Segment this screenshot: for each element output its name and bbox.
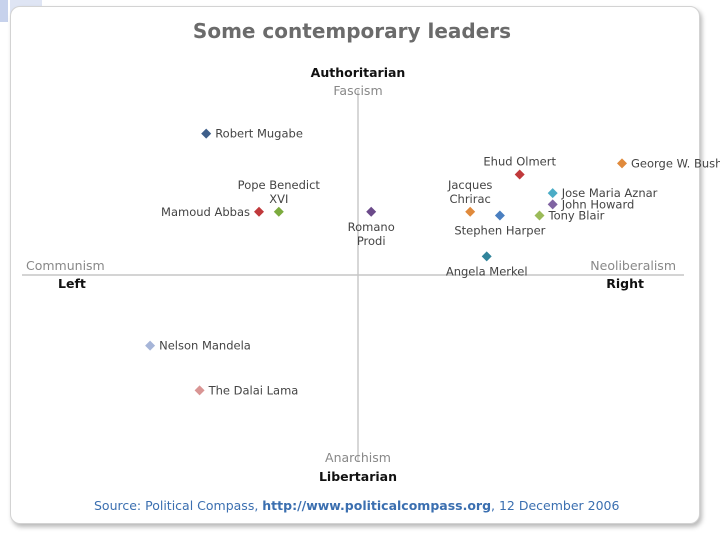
point-marker-robert-mugabe <box>201 128 212 139</box>
point-label-george-w-bush: George W. Bush <box>631 156 720 170</box>
axis-label-libertarian: Libertarian <box>319 469 397 484</box>
point-label-robert-mugabe: Robert Mugabe <box>215 127 303 141</box>
point-marker-the-dalai-lama <box>194 385 205 396</box>
point-label-mamoud-abbas: Mamoud Abbas <box>161 205 250 219</box>
point-label-nelson-mandela: Nelson Mandela <box>159 339 251 353</box>
point-marker-tony-blair <box>534 210 545 221</box>
point-marker-john-howard <box>547 199 558 210</box>
point-marker-nelson-mandela <box>145 340 156 351</box>
axis-label-fascism: Fascism <box>333 83 382 98</box>
point-label-romano-prodi: Romano Prodi <box>348 220 395 248</box>
point-label-jose-maria-aznar: Jose Maria Aznar <box>561 186 658 200</box>
chart-panel <box>10 6 700 524</box>
point-label-the-dalai-lama: The Dalai Lama <box>208 383 299 397</box>
source-suffix: , 12 December 2006 <box>491 498 619 513</box>
point-label-ehud-olmert: Ehud Olmert <box>483 155 556 169</box>
axis-label-communism: Communism <box>26 258 105 273</box>
point-marker-george-w-bush <box>617 158 627 169</box>
chart-title: Some contemporary leaders <box>193 19 511 43</box>
point-marker-stephen-harper <box>494 210 505 221</box>
point-label-angela-merkel: Angela Merkel <box>446 264 528 278</box>
point-marker-mamoud-abbas <box>254 206 264 217</box>
source-url[interactable]: http://www.politicalcompass.org <box>262 498 491 513</box>
point-marker-ehud-olmert <box>514 169 525 180</box>
axis-label-neoliberalism: Neoliberalism <box>590 258 676 273</box>
point-marker-pope-benedict-xvi <box>273 206 284 217</box>
source-prefix: Source: Political Compass, <box>94 498 262 513</box>
point-marker-jacques-chrirac <box>465 206 476 217</box>
axis-label-right: Right <box>606 276 644 291</box>
source-line: Source: Political Compass, http://www.po… <box>94 498 620 513</box>
point-marker-romano-prodi <box>366 206 377 217</box>
point-label-jacques-chrirac: Jacques Chrirac <box>447 178 492 206</box>
axis-label-authoritarian: Authoritarian <box>311 65 406 80</box>
axis-label-left: Left <box>58 276 86 291</box>
point-label-john-howard: John Howard <box>561 197 635 211</box>
point-label-tony-blair: Tony Blair <box>548 208 605 222</box>
point-label-pope-benedict-xvi: Pope Benedict XVI <box>238 178 321 206</box>
point-label-stephen-harper: Stephen Harper <box>454 223 545 237</box>
point-marker-angela-merkel <box>481 251 492 262</box>
axis-label-anarchism: Anarchism <box>325 450 391 465</box>
point-marker-jose-maria-aznar <box>547 188 558 199</box>
